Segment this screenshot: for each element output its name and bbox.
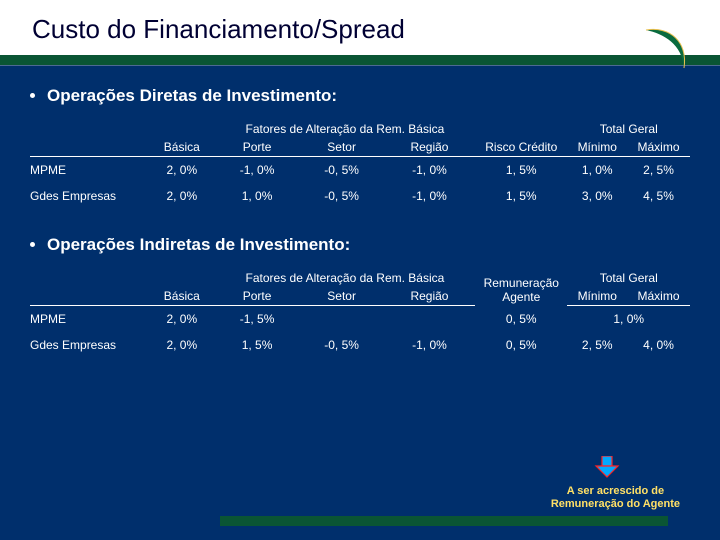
cell: 1, 0% <box>567 306 690 333</box>
col-group-total: Total Geral <box>567 120 690 138</box>
cell: -0, 5% <box>299 183 384 209</box>
slide-title: Custo do Financiamento/Spread <box>0 0 720 55</box>
table-super-header: Fatores de Alteração da Rem. Básica Tota… <box>30 120 690 138</box>
cell: 0, 5% <box>475 332 567 358</box>
col-header: Mínimo <box>567 287 627 306</box>
table-row: Gdes Empresas 2, 0% 1, 0% -0, 5% -1, 0% … <box>30 183 690 209</box>
cell: -1, 0% <box>384 183 475 209</box>
col-group-fatores: Fatores de Alteração da Rem. Básica <box>215 269 475 287</box>
col-header: Porte <box>215 287 300 306</box>
col-group-total: Total Geral <box>567 269 690 287</box>
cell: -0, 5% <box>299 332 384 358</box>
footer-accent <box>0 516 720 526</box>
table-super-header: Fatores de Alteração da Rem. Básica Remu… <box>30 269 690 287</box>
col-header <box>30 138 149 157</box>
col-group-fatores: Fatores de Alteração da Rem. Básica <box>215 120 475 138</box>
cell: 2, 5% <box>567 332 627 358</box>
row-label: Gdes Empresas <box>30 332 149 358</box>
col-header <box>30 287 149 306</box>
cell: 2, 0% <box>149 183 215 209</box>
table-indiretas: Fatores de Alteração da Rem. Básica Remu… <box>30 269 690 358</box>
row-label: MPME <box>30 157 149 184</box>
cell: 0, 5% <box>475 306 567 333</box>
cell: 2, 0% <box>149 332 215 358</box>
cell: 3, 0% <box>567 183 627 209</box>
section-heading-text: Operações Indiretas de Investimento: <box>47 235 350 254</box>
callout-line2: Remuneração do Agente <box>551 498 680 510</box>
cell: 1, 5% <box>475 183 567 209</box>
table-header-row: Básica Porte Setor Região Mínimo Máximo <box>30 287 690 306</box>
table-row: Gdes Empresas 2, 0% 1, 5% -0, 5% -1, 0% … <box>30 332 690 358</box>
col-header-remun: Remuneração Agente <box>475 269 567 306</box>
cell: 1, 0% <box>567 157 627 184</box>
cell: 1, 5% <box>215 332 300 358</box>
arrow-down-icon <box>594 456 620 478</box>
col-header: Máximo <box>627 138 690 157</box>
table-row: MPME 2, 0% -1, 0% -0, 5% -1, 0% 1, 5% 1,… <box>30 157 690 184</box>
cell: -1, 0% <box>215 157 300 184</box>
col-header: Máximo <box>627 287 690 306</box>
cell: 1, 5% <box>475 157 567 184</box>
cell <box>299 306 384 333</box>
cell: -0, 5% <box>299 157 384 184</box>
cell: 2, 0% <box>149 157 215 184</box>
row-label: MPME <box>30 306 149 333</box>
logo-icon <box>640 24 690 74</box>
col-header: Mínimo <box>567 138 627 157</box>
row-label: Gdes Empresas <box>30 183 149 209</box>
table-row: MPME 2, 0% -1, 5% 0, 5% 1, 0% <box>30 306 690 333</box>
accent-bar-top <box>0 55 720 65</box>
col-header: Região <box>384 287 475 306</box>
bullet-icon <box>30 242 35 247</box>
divider <box>0 65 720 66</box>
callout-line1: A ser acrescido de <box>567 485 664 497</box>
callout-text: A ser acrescido de Remuneração do Agente <box>551 485 680 513</box>
col-header: Região <box>384 138 475 157</box>
col-header: Risco Crédito <box>475 138 567 157</box>
col-header: Básica <box>149 287 215 306</box>
cell: -1, 5% <box>215 306 300 333</box>
col-header: Setor <box>299 287 384 306</box>
section-heading-text: Operações Diretas de Investimento: <box>47 86 337 105</box>
section-heading-diretas: Operações Diretas de Investimento: <box>30 86 690 106</box>
col-header: Básica <box>149 138 215 157</box>
cell: -1, 0% <box>384 332 475 358</box>
bullet-icon <box>30 93 35 98</box>
table-header-row: Básica Porte Setor Região Risco Crédito … <box>30 138 690 157</box>
cell: 4, 5% <box>627 183 690 209</box>
col-header: Porte <box>215 138 300 157</box>
cell: -1, 0% <box>384 157 475 184</box>
section-heading-indiretas: Operações Indiretas de Investimento: <box>30 235 690 255</box>
cell: 4, 0% <box>627 332 690 358</box>
cell: 2, 0% <box>149 306 215 333</box>
cell <box>384 306 475 333</box>
table-diretas: Fatores de Alteração da Rem. Básica Tota… <box>30 120 690 209</box>
col-header: Setor <box>299 138 384 157</box>
cell: 2, 5% <box>627 157 690 184</box>
cell: 1, 0% <box>215 183 300 209</box>
